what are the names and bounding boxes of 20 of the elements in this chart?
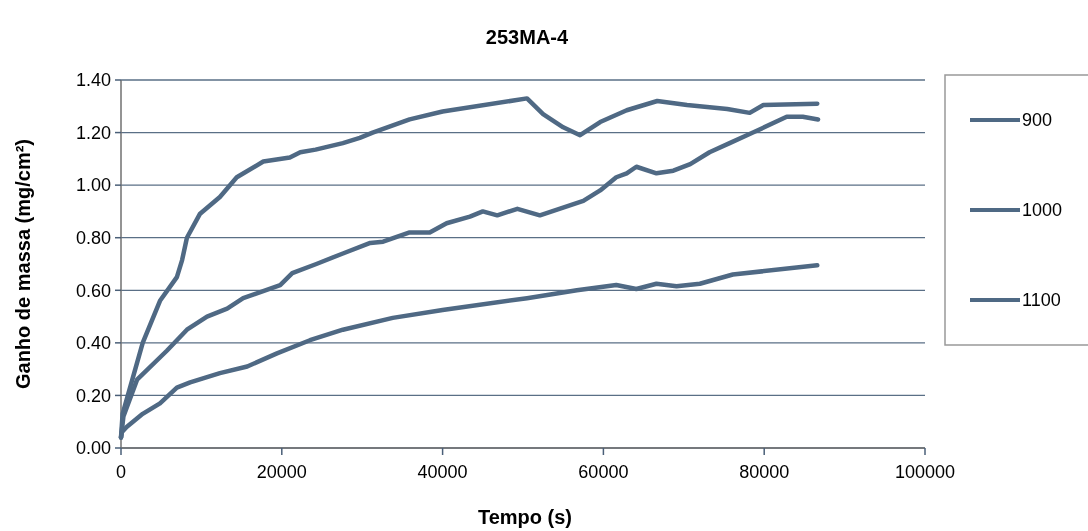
x-tick-label: 20000 [256,462,307,482]
legend-label: 1100 [1022,290,1061,311]
x-tick-label: 60000 [578,462,629,482]
chart-title: 253MA-4 [485,26,569,48]
y-tick-label: 1.40 [75,70,111,91]
x-tick-label: 100000 [894,462,956,482]
y-tick-label: 1.00 [75,175,111,196]
legend-label: 900 [1022,110,1053,131]
x-axis-title: Tempo (s) [477,506,573,528]
legend-label: 1000 [1022,200,1063,221]
y-tick-label: 0.00 [75,438,111,459]
y-tick-label: 0.60 [75,280,111,301]
x-tick-label: 40000 [417,462,468,482]
x-tick-label: 80000 [739,462,790,482]
x-tick-label: 0 [115,462,127,482]
y-tick-label: 0.80 [75,228,111,249]
y-tick-label: 0.40 [75,333,111,354]
y-axis-title: Ganho de massa (mg/cm²) [12,138,34,390]
y-tick-label: 1.20 [75,122,111,143]
y-tick-label: 0.20 [75,385,111,406]
